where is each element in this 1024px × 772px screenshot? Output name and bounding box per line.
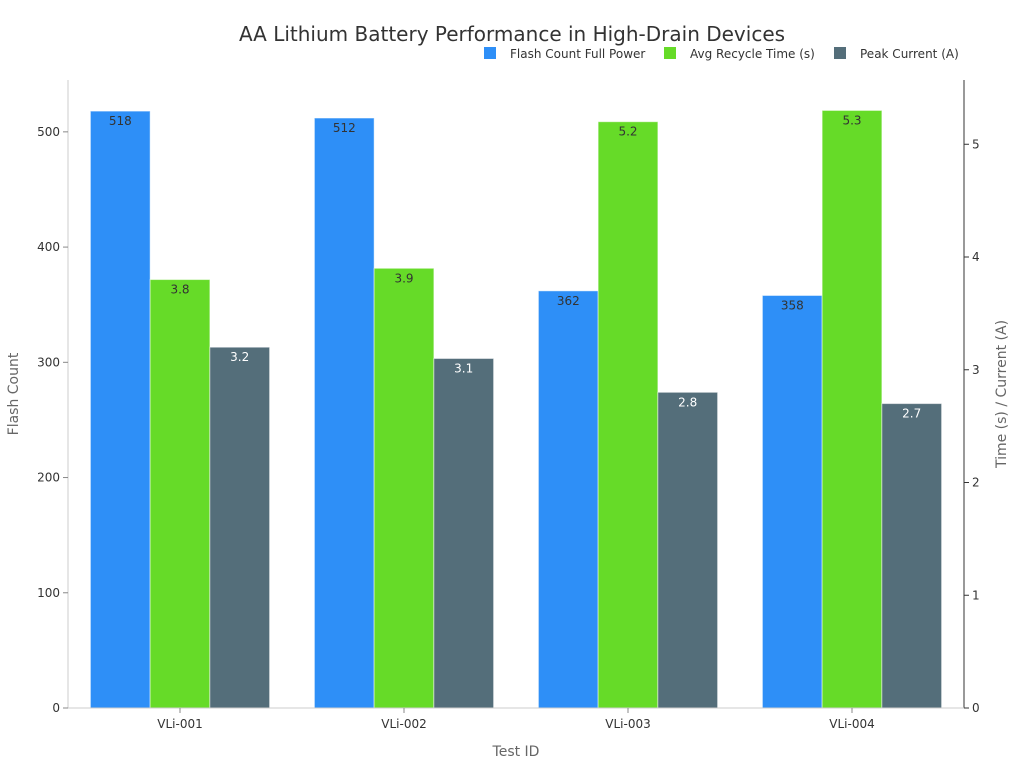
data-label: 5.3 — [842, 113, 861, 127]
data-label: 362 — [557, 294, 580, 308]
bar-flash-count-full-power — [89, 110, 151, 709]
data-label: 5.2 — [618, 125, 637, 139]
x-axis-label: Test ID — [492, 744, 540, 760]
legend: Flash Count Full Power Avg Recycle Time (… — [484, 47, 959, 61]
bar-peak-current-a — [209, 346, 271, 709]
y-axis-label: Flash Count — [6, 352, 22, 435]
data-label: 518 — [109, 114, 132, 128]
bar-flash-count-full-power — [537, 290, 599, 709]
x-tick-label: VLi-003 — [605, 717, 650, 731]
y-right-tick-label: 4 — [972, 250, 980, 264]
legend-swatch — [484, 47, 496, 59]
data-label: 3.9 — [394, 271, 413, 285]
y-right-tick-label: 3 — [972, 363, 980, 377]
chart-title: AA Lithium Battery Performance in High-D… — [239, 22, 785, 46]
data-label: 3.2 — [230, 350, 249, 364]
bar-flash-count-full-power — [761, 294, 823, 709]
bar-avg-recycle-time-s — [149, 279, 211, 709]
legend-label: Avg Recycle Time (s) — [690, 47, 815, 61]
y-tick-label: 200 — [37, 471, 60, 485]
y-tick-label: 500 — [37, 125, 60, 139]
y-axis-right-label: Time (s) / Current (A) — [994, 320, 1010, 469]
data-label: 512 — [333, 121, 356, 135]
y-right-tick-label: 5 — [972, 137, 980, 151]
legend-label: Peak Current (A) — [860, 47, 959, 61]
y-tick-label: 0 — [52, 701, 60, 715]
y-right-tick-label: 1 — [972, 588, 980, 602]
x-tick-label: VLi-004 — [829, 717, 874, 731]
axes: 0 100 200 300 400 500 0 1 2 3 4 5 VLi-001 VLi-002 VLi-… — [37, 80, 980, 731]
bar-peak-current-a — [657, 391, 719, 709]
bars: 518 3.8 3.2 512 3.9 3.1 362 5.2 2.8 358 5.3 2.7 — [89, 109, 943, 709]
legend-swatch — [664, 47, 676, 59]
x-tick-label: VLi-002 — [381, 717, 426, 731]
legend-label: Flash Count Full Power — [510, 47, 645, 61]
bar-avg-recycle-time-s — [373, 267, 435, 709]
x-tick-label: VLi-001 — [157, 717, 202, 731]
legend-swatch — [834, 47, 846, 59]
bar-avg-recycle-time-s — [597, 121, 659, 709]
bar-flash-count-full-power — [313, 117, 375, 709]
y-right-tick-label: 0 — [972, 701, 980, 715]
data-label: 3.1 — [454, 361, 473, 375]
bar-avg-recycle-time-s — [821, 109, 883, 709]
data-label: 2.7 — [902, 407, 921, 421]
data-label: 2.8 — [678, 395, 697, 409]
y-tick-label: 100 — [37, 586, 60, 600]
bar-peak-current-a — [433, 357, 495, 709]
y-tick-label: 400 — [37, 240, 60, 254]
data-label: 358 — [781, 298, 804, 312]
y-tick-label: 300 — [37, 355, 60, 369]
data-label: 3.8 — [170, 283, 189, 297]
y-right-tick-label: 2 — [972, 476, 980, 490]
bar-peak-current-a — [881, 403, 943, 709]
